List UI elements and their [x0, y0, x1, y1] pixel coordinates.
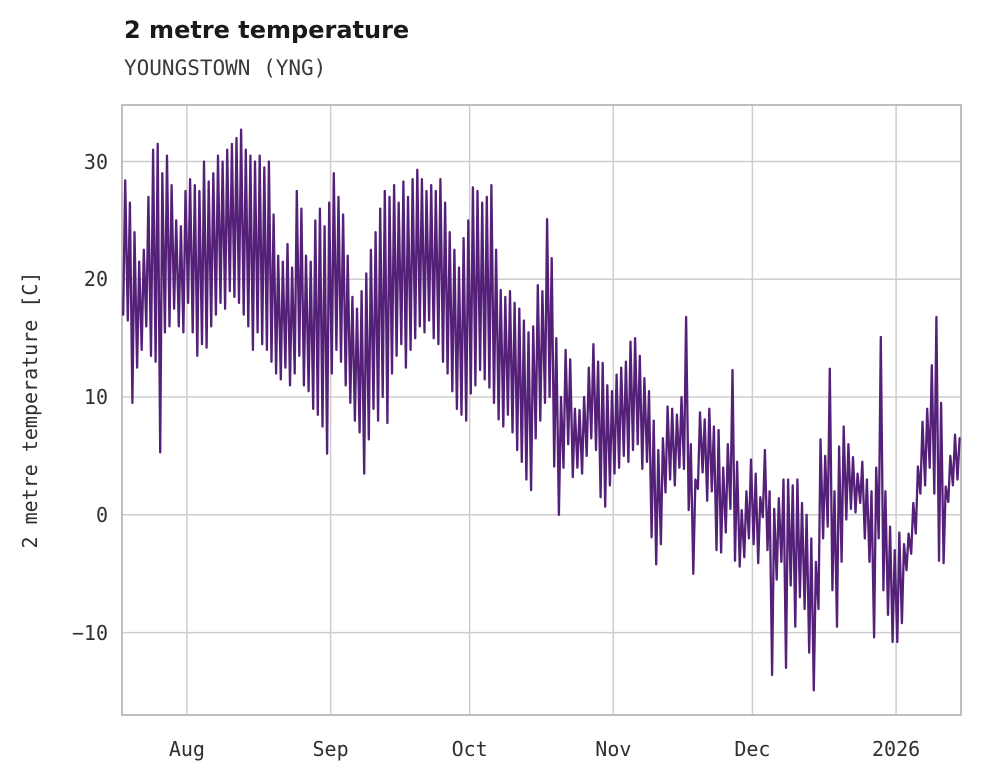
temperature-line: [122, 128, 961, 692]
y-tick-label: 30: [83, 149, 108, 174]
y-tick-label: −10: [71, 620, 108, 645]
y-tick-label: 10: [83, 385, 108, 410]
page-title: 2 metre temperature: [124, 16, 410, 44]
x-tick-label: Nov: [595, 737, 632, 761]
x-tick-label: Dec: [734, 737, 771, 761]
x-tick-label: Sep: [312, 737, 349, 761]
x-tick-label: Oct: [451, 737, 488, 761]
x-tick-label: 2026: [872, 737, 921, 761]
y-tick-label: 0: [95, 502, 108, 527]
page-subtitle: YOUNGSTOWN (YNG): [124, 56, 327, 80]
plot-border: [121, 104, 962, 716]
y-tick-label: 20: [83, 267, 108, 292]
x-tick-label: Aug: [168, 737, 205, 761]
